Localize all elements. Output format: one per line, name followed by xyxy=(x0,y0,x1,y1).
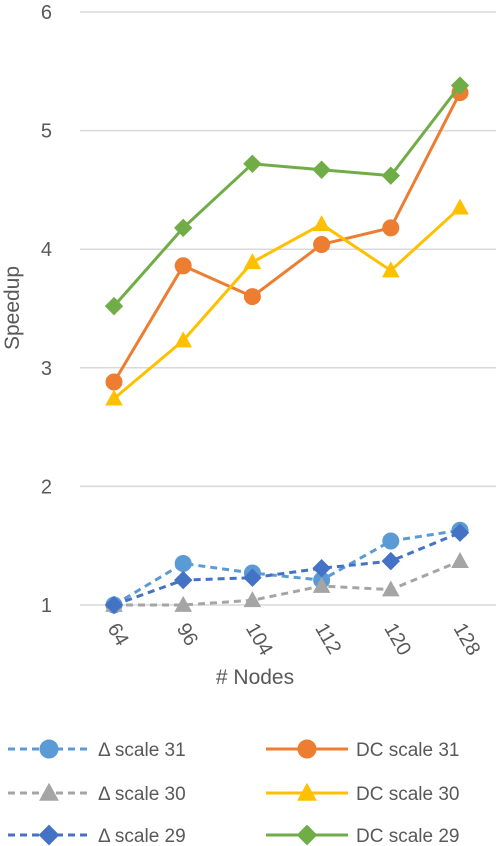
series-4 xyxy=(104,523,470,615)
series-2 xyxy=(105,551,469,612)
data-point-diamond xyxy=(104,595,124,615)
legend-label: Δ scale 29 xyxy=(98,826,186,846)
y-tick-label: 2 xyxy=(41,476,52,498)
series-group xyxy=(104,76,470,615)
data-point-triangle xyxy=(451,551,469,568)
data-point-circle xyxy=(105,373,123,391)
x-tick-label: 120 xyxy=(379,620,415,660)
data-point-diamond xyxy=(381,166,400,185)
legend-label: DC scale 31 xyxy=(356,740,460,761)
data-point-circle xyxy=(382,532,400,550)
data-point-diamond xyxy=(104,296,124,316)
data-point-triangle xyxy=(39,782,59,801)
data-point-triangle xyxy=(297,782,317,801)
series-3 xyxy=(105,198,469,406)
data-point-triangle xyxy=(243,253,262,270)
series-line xyxy=(113,528,461,607)
data-point-triangle xyxy=(243,591,262,608)
data-point-triangle xyxy=(312,576,331,593)
data-point-triangle xyxy=(174,595,192,612)
series-5 xyxy=(104,76,470,316)
data-point-diamond xyxy=(450,76,470,95)
legend-label: DC scale 30 xyxy=(356,784,460,805)
legend-item: Δ scale 30 xyxy=(8,782,186,805)
data-point-triangle xyxy=(451,198,469,215)
x-tick-label: 112 xyxy=(310,620,345,659)
legend-item: DC scale 31 xyxy=(266,739,460,761)
data-point-diamond xyxy=(381,551,400,571)
data-point-circle xyxy=(174,257,192,275)
x-tick-label: 96 xyxy=(172,620,202,650)
y-tick-label: 4 xyxy=(41,239,52,261)
series-line xyxy=(113,531,461,607)
legend-item: Δ scale 29 xyxy=(8,824,186,846)
data-point-circle xyxy=(243,288,261,306)
data-point-circle xyxy=(297,739,317,759)
series-line xyxy=(112,84,462,308)
data-point-diamond xyxy=(174,218,193,238)
series-line xyxy=(114,559,461,607)
x-tick-label: 128 xyxy=(449,620,485,660)
legend: Δ scale 31 DC scale 31 Δ scale 30 DC scale … xyxy=(8,739,460,846)
legend-label: Δ scale 30 xyxy=(98,784,186,805)
data-point-triangle xyxy=(105,389,123,406)
x-tick-label: 64 xyxy=(103,620,133,650)
data-point-circle xyxy=(174,554,192,572)
data-point-circle xyxy=(39,739,59,759)
legend-item: DC scale 30 xyxy=(266,782,460,805)
legend-label: DC scale 29 xyxy=(356,826,460,846)
y-tick-label: 6 xyxy=(41,2,52,24)
data-point-diamond xyxy=(243,568,262,587)
x-axis-ticks: 64 96 104 112 120 128 xyxy=(103,620,485,660)
data-point-triangle xyxy=(174,331,192,348)
data-point-diamond xyxy=(296,824,318,846)
data-point-diamond xyxy=(174,570,193,590)
data-point-diamond xyxy=(450,523,470,542)
data-point-diamond xyxy=(312,160,331,179)
gridlines xyxy=(80,11,496,606)
y-tick-label: 5 xyxy=(41,121,52,143)
data-point-diamond xyxy=(38,824,60,846)
series-line xyxy=(112,91,462,383)
data-point-diamond xyxy=(312,559,331,578)
y-axis-title: Speedup xyxy=(1,266,24,350)
data-point-triangle xyxy=(382,580,400,597)
legend-item: DC scale 29 xyxy=(266,824,460,846)
series-line xyxy=(113,206,462,400)
legend-label: Δ scale 31 xyxy=(98,740,186,761)
data-point-triangle xyxy=(312,215,331,232)
data-point-diamond xyxy=(243,154,262,174)
series-0 xyxy=(105,521,469,614)
y-axis-ticks: 1 2 3 4 5 6 xyxy=(41,2,52,617)
x-tick-label: 104 xyxy=(241,620,277,660)
y-tick-label: 1 xyxy=(41,595,52,617)
series-1 xyxy=(105,84,469,391)
data-point-circle xyxy=(313,235,331,253)
data-point-triangle xyxy=(382,261,400,278)
data-point-circle xyxy=(382,219,400,237)
legend-item: Δ scale 31 xyxy=(8,739,186,761)
y-tick-label: 3 xyxy=(41,358,52,380)
x-axis-title: # Nodes xyxy=(216,666,294,689)
